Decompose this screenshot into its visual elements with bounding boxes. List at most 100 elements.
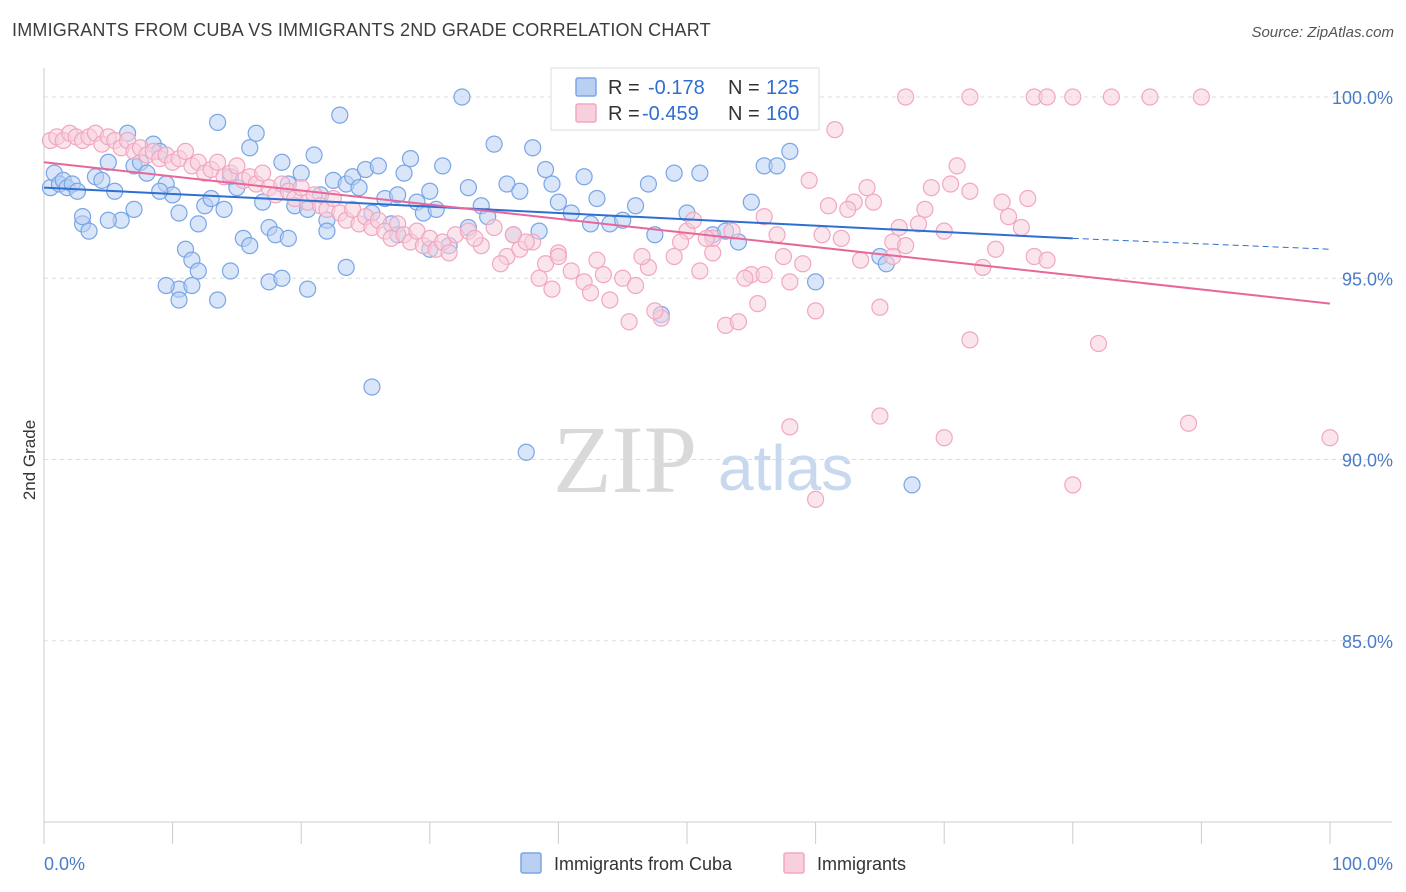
immigrants-point-106 (999, 208, 1018, 226)
immigrants-point-135 (864, 193, 883, 211)
immigrants-point-103 (961, 182, 979, 200)
cuba-point-41 (292, 164, 310, 182)
immigrants-point-96 (871, 298, 889, 316)
source-label: Source: ZipAtlas.com (1251, 24, 1394, 41)
cuba-point-86 (665, 164, 683, 182)
cuba-point-116 (241, 237, 259, 255)
legend-r-value-cuba: -0.178 (648, 77, 705, 99)
legend-r-value-immigrants: -0.459 (642, 103, 699, 125)
cuba-point-101 (157, 276, 175, 295)
immigrants-point-124 (1089, 334, 1108, 353)
y-tick-labels: 85.0% 90.0% 95.0% 100.0% (1332, 88, 1393, 652)
immigrants-point-127 (826, 121, 844, 139)
immigrants-point-143 (504, 226, 522, 244)
bottom-legend-swatch-cuba (520, 852, 542, 874)
cuba-point-79 (575, 168, 593, 186)
immigrants-point-98 (897, 237, 915, 255)
immigrants-point-120 (871, 407, 889, 425)
y-tick-label-95: 95.0% (1342, 269, 1393, 289)
immigrants-point-95 (858, 179, 876, 197)
immigrants-point-126 (1321, 429, 1339, 447)
cuba-point-77 (549, 193, 568, 211)
watermark-zip: ZIP (553, 406, 697, 513)
cuba-point-113 (125, 200, 143, 218)
immigrants-point-116 (1141, 88, 1159, 106)
immigrants-point-70 (536, 255, 555, 273)
cuba-point-6 (68, 182, 87, 200)
immigrants-point-80 (665, 247, 683, 266)
immigrants-point-157 (813, 226, 831, 244)
cuba-point-58 (401, 150, 420, 168)
cuba-point-103 (170, 291, 188, 309)
legend-n-value-immigrants: 160 (766, 103, 799, 125)
x-tick-label-100: 100.0% (1332, 854, 1393, 874)
cuba-point-47 (331, 106, 349, 124)
cuba-point-69 (485, 135, 503, 153)
immigrants-point-148 (633, 247, 651, 266)
cuba-point-66 (459, 179, 477, 197)
cuba-point-38 (273, 153, 291, 171)
cuba-point-117 (279, 229, 297, 247)
immigrants-point-26 (209, 153, 227, 171)
cuba-point-88 (691, 164, 709, 182)
immigrants-point-121 (935, 429, 953, 447)
immigrants-point-137 (916, 200, 934, 218)
immigrants-point-66 (485, 218, 503, 237)
y-tick-label-90: 90.0% (1342, 451, 1393, 471)
immigrants-point-153 (723, 222, 741, 240)
immigrants-point-77 (626, 276, 645, 295)
immigrants-point-149 (646, 302, 664, 320)
series-immigrants-points (41, 88, 1339, 508)
bottom-legend-label-immigrants: Immigrants (817, 854, 906, 874)
cuba-point-56 (389, 186, 407, 204)
immigrants-point-117 (1192, 88, 1211, 106)
immigrants-point-92 (819, 197, 838, 215)
y-tick-label-100: 100.0% (1332, 88, 1393, 108)
cuba-point-33 (241, 139, 259, 157)
immigrants-point-91 (806, 302, 825, 320)
immigrants-point-109 (1038, 251, 1056, 269)
cuba-point-115 (189, 215, 207, 233)
immigrants-point-88 (768, 226, 786, 244)
cuba-point-50 (350, 179, 368, 197)
cuba-point-110 (363, 378, 381, 396)
immigrants-point-75 (601, 291, 619, 309)
immigrants-point-21 (176, 142, 195, 160)
immigrants-point-146 (543, 280, 561, 298)
cuba-point-65 (453, 88, 471, 106)
cuba-point-112 (99, 211, 117, 229)
immigrants-point-115 (1102, 88, 1120, 106)
cuba-point-43 (305, 146, 323, 164)
immigrants-point-136 (890, 218, 908, 237)
immigrants-point-99 (909, 215, 928, 233)
immigrants-point-102 (948, 157, 966, 175)
immigrants-point-141 (466, 229, 484, 247)
cuba-point-105 (221, 262, 240, 280)
immigrants-point-154 (736, 269, 754, 287)
immigrants-point-152 (697, 229, 715, 247)
immigrants-point-33 (254, 164, 272, 182)
cuba-point-96 (806, 273, 825, 291)
cuba-point-25 (189, 262, 207, 280)
immigrants-point-111 (961, 88, 979, 106)
immigrants-point-158 (852, 251, 870, 269)
immigrants-point-156 (774, 247, 793, 266)
cuba-point-72 (517, 443, 535, 461)
immigrants-point-133 (800, 171, 818, 189)
immigrants-point-128 (549, 247, 568, 266)
cuba-point-75 (536, 160, 555, 179)
immigrants-point-47 (344, 200, 362, 218)
legend-n-value-cuba: 125 (766, 77, 799, 99)
cuba-point-102 (183, 276, 201, 295)
cuba-point-8 (80, 222, 98, 240)
immigrants-point-107 (1012, 218, 1030, 237)
axes (43, 68, 1392, 844)
legend-r-label-immigrants: R = (608, 103, 640, 125)
cuba-point-53 (369, 157, 387, 175)
immigrants-point-155 (749, 295, 767, 313)
cuba-point-22 (170, 204, 188, 222)
cuba-point-114 (151, 182, 169, 200)
immigrants-point-122 (961, 331, 979, 349)
cuba-point-95 (781, 142, 799, 160)
